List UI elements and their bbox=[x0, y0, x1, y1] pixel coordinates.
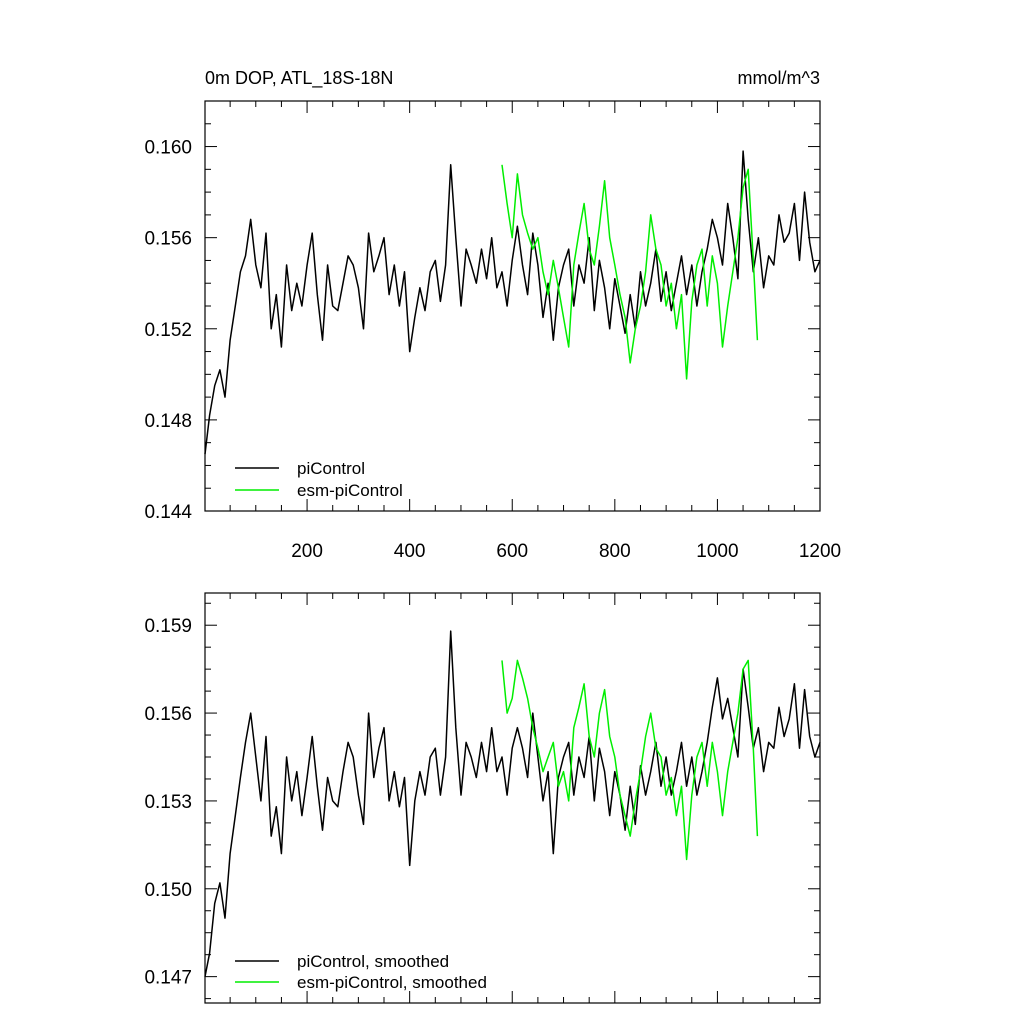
x-tick-label: 400 bbox=[394, 541, 426, 562]
tick-marks-top bbox=[205, 100, 821, 512]
series-group-top bbox=[204, 150, 821, 455]
legend-label-esm-picontrol-smoothed: esm-piControl, smoothed bbox=[297, 973, 487, 992]
y-tick-label: 0.152 bbox=[144, 320, 192, 341]
y-tick-label: 0.144 bbox=[144, 502, 192, 523]
y-tick-label: 0.156 bbox=[144, 704, 192, 725]
y-tick-label: 0.147 bbox=[144, 968, 192, 989]
x-tick-label: 1000 bbox=[696, 541, 738, 562]
y-tick-label: 0.148 bbox=[144, 411, 192, 432]
series-line-esm-picontrol-smoothed bbox=[501, 659, 759, 861]
legend-label-esm-picontrol: esm-piControl bbox=[297, 481, 403, 500]
plot-frame-bottom bbox=[204, 592, 821, 1004]
y-tick-label: 0.159 bbox=[144, 616, 192, 637]
y-tick-labels-top: 0.144 0.148 0.152 0.156 0.160 bbox=[144, 138, 192, 523]
chart-title: 0m DOP, ATL_18S-18N bbox=[205, 68, 393, 89]
y-tick-label: 0.150 bbox=[144, 880, 192, 901]
top-panel: 0m DOP, ATL_18S-18N mmol/m^3 0.1440.1480… bbox=[144, 68, 841, 562]
y-tick-label: 0.153 bbox=[144, 792, 192, 813]
units-label: mmol/m^3 bbox=[738, 68, 820, 88]
legend-top: piControl esm-piControl bbox=[235, 459, 403, 500]
legend-label-picontrol-smoothed: piControl, smoothed bbox=[297, 952, 449, 971]
x-tick-label: 800 bbox=[599, 541, 631, 562]
series-line-picontrol bbox=[204, 150, 821, 455]
bottom-panel: 0.147 0.150 0.153 0.156 0.159 piControl, smo… bbox=[144, 592, 821, 1004]
y-tick-label: 0.160 bbox=[144, 138, 192, 159]
series-line-esm-picontrol bbox=[501, 164, 759, 380]
x-tick-label: 1200 bbox=[799, 541, 841, 562]
y-tick-label: 0.156 bbox=[144, 229, 192, 250]
x-tick-label: 200 bbox=[291, 541, 323, 562]
series-line-picontrol-smoothed bbox=[204, 630, 821, 977]
x-tick-label: 600 bbox=[496, 541, 528, 562]
x-tick-labels-top: 200 400 600 800 1000 1200 bbox=[291, 541, 841, 562]
series-group-bottom bbox=[204, 630, 821, 977]
tick-marks-bottom bbox=[205, 593, 821, 1003]
legend-label-picontrol: piControl bbox=[297, 459, 365, 478]
y-tick-labels-bottom: 0.147 0.150 0.153 0.156 0.159 bbox=[144, 616, 192, 988]
legend-bottom: piControl, smoothed esm-piControl, smoot… bbox=[235, 952, 487, 992]
